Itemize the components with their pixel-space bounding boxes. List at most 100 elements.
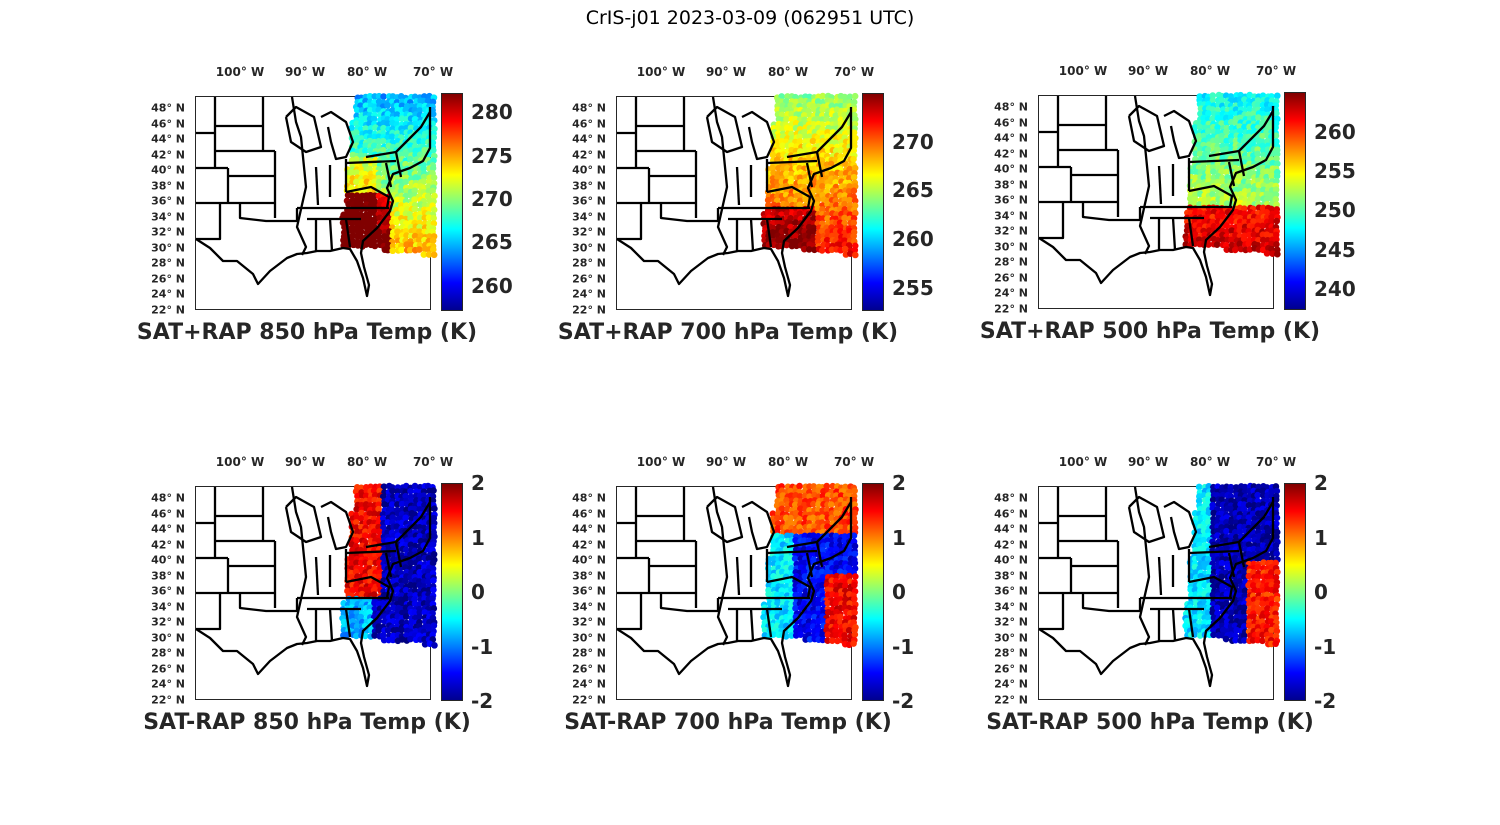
swath-dot <box>783 564 790 572</box>
swath-dot <box>1223 195 1231 202</box>
swath-dot <box>1237 101 1244 108</box>
swath-dot <box>1232 484 1240 491</box>
swath-dot <box>1255 114 1262 121</box>
swath-dot <box>371 605 379 613</box>
swath-dot <box>430 206 438 214</box>
swath-dot <box>357 233 365 241</box>
state-border <box>345 185 391 209</box>
swath-dot <box>797 97 805 104</box>
swath-dot <box>1219 178 1227 185</box>
swath-dot <box>818 247 826 254</box>
lon-tick-label: 80° W <box>767 455 809 469</box>
swath-dot <box>1259 204 1267 212</box>
swath-dot <box>1210 168 1217 175</box>
state-border <box>1188 549 1240 555</box>
lon-tick-label: 80° W <box>346 455 388 469</box>
swath-dot <box>1200 536 1207 544</box>
swath-dot <box>1214 114 1222 122</box>
map-canvas <box>1038 482 1281 688</box>
swath-dot <box>1227 609 1235 617</box>
lat-tick-label: 24° N <box>151 287 185 301</box>
swath-dot <box>1240 608 1248 616</box>
lat-tick-label: 40° N <box>151 163 185 177</box>
swath-dot <box>850 640 857 647</box>
swath-dot <box>828 536 836 544</box>
swath-dot <box>388 107 396 115</box>
state-border <box>705 495 744 544</box>
lat-tick-label: 28° N <box>994 255 1028 269</box>
colorbar-tick-label: 2 <box>892 471 906 495</box>
swath-dot <box>430 174 438 181</box>
state-border <box>1133 486 1151 646</box>
colorbar-tick-label: 240 <box>1314 276 1356 301</box>
state-border <box>314 166 320 206</box>
swath-dot <box>1273 582 1280 590</box>
state-border <box>735 556 741 596</box>
lon-tick-label: 100° W <box>215 455 265 469</box>
swath-dot <box>1273 155 1280 163</box>
lat-tick-label: 34° N <box>572 210 606 224</box>
swath-dot <box>1273 236 1280 243</box>
swath-dot <box>796 201 804 209</box>
swath-dot <box>1191 608 1199 616</box>
swath-dot <box>828 102 836 110</box>
swath-dot <box>1209 496 1217 504</box>
colorbar-tick-label: 270 <box>892 129 934 154</box>
swath-dot <box>805 246 813 253</box>
colorbar <box>1284 92 1306 310</box>
lat-tick-label: 48° N <box>572 101 606 115</box>
swath-dot <box>424 97 432 105</box>
swath-dot <box>1272 496 1280 503</box>
swath-dot <box>1240 501 1248 508</box>
lat-tick-label: 28° N <box>994 646 1028 660</box>
coastline <box>195 497 432 688</box>
colorbar <box>862 483 884 701</box>
swath-dot <box>371 491 379 499</box>
swath-dot <box>1273 627 1281 635</box>
swath-dot <box>407 487 414 495</box>
lat-tick-label: 40° N <box>572 163 606 177</box>
swath-dot <box>354 492 361 500</box>
swath-dot <box>851 542 859 550</box>
swath-dot <box>430 134 438 141</box>
swath-dot <box>1274 568 1281 576</box>
swath-dot <box>352 129 360 136</box>
state-border <box>786 501 852 549</box>
swath-dot <box>791 232 799 240</box>
swath-dot <box>801 102 809 110</box>
swath-dot <box>1210 509 1217 517</box>
swath-dot <box>796 210 804 217</box>
swath-dot <box>1273 550 1280 557</box>
colorbar-tick-label: -1 <box>1314 634 1337 659</box>
lat-tick-label: 22° N <box>151 693 185 707</box>
swath-dot <box>357 515 365 522</box>
swath-dot <box>352 519 360 526</box>
swath-dot <box>361 632 369 640</box>
swath-dot <box>429 146 437 154</box>
swath-dot <box>792 536 799 544</box>
swath-dot <box>384 120 391 127</box>
panel-title: SAT+RAP 700 hPa Temp (K) <box>557 320 899 345</box>
swath-dot <box>366 92 374 100</box>
swath-dot <box>1232 636 1239 644</box>
state-border <box>741 500 776 551</box>
swath-dot <box>1245 240 1253 247</box>
swath-dot <box>430 251 438 259</box>
swath-dot <box>430 487 437 494</box>
state-border <box>328 608 334 642</box>
swath-dot <box>394 501 401 508</box>
swath-dot <box>837 618 844 626</box>
swath-dot <box>851 92 859 100</box>
state-border <box>765 218 773 248</box>
lat-tick-label: 28° N <box>572 256 606 270</box>
swath-dot <box>1273 533 1280 541</box>
lat-tick-label: 48° N <box>151 491 185 505</box>
swath-dot <box>362 147 369 155</box>
swath-dot <box>823 116 831 123</box>
swath-dot <box>815 617 822 625</box>
lat-tick-label: 38° N <box>994 178 1028 192</box>
swath-dot <box>851 209 859 217</box>
lat-tick-label: 30° N <box>151 241 185 255</box>
state-border <box>345 575 391 599</box>
lat-tick-label: 34° N <box>151 210 185 224</box>
